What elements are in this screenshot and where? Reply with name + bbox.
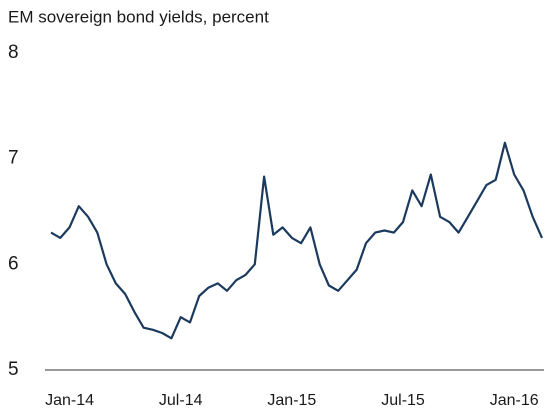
x-tick-label: Jan-16 xyxy=(490,392,539,409)
x-tick-label: Jul-15 xyxy=(381,392,425,409)
x-tick-label: Jan-14 xyxy=(45,392,94,409)
y-tick-label: 8 xyxy=(8,42,19,63)
y-tick-label: 7 xyxy=(8,148,19,169)
y-tick-label: 5 xyxy=(8,359,19,380)
x-tick-label: Jul-14 xyxy=(159,392,203,409)
x-tick-label: Jan-15 xyxy=(267,392,316,409)
line-series xyxy=(50,141,544,340)
chart-title: EM sovereign bond yields, percent xyxy=(8,7,269,26)
y-tick-label: 6 xyxy=(8,253,19,274)
